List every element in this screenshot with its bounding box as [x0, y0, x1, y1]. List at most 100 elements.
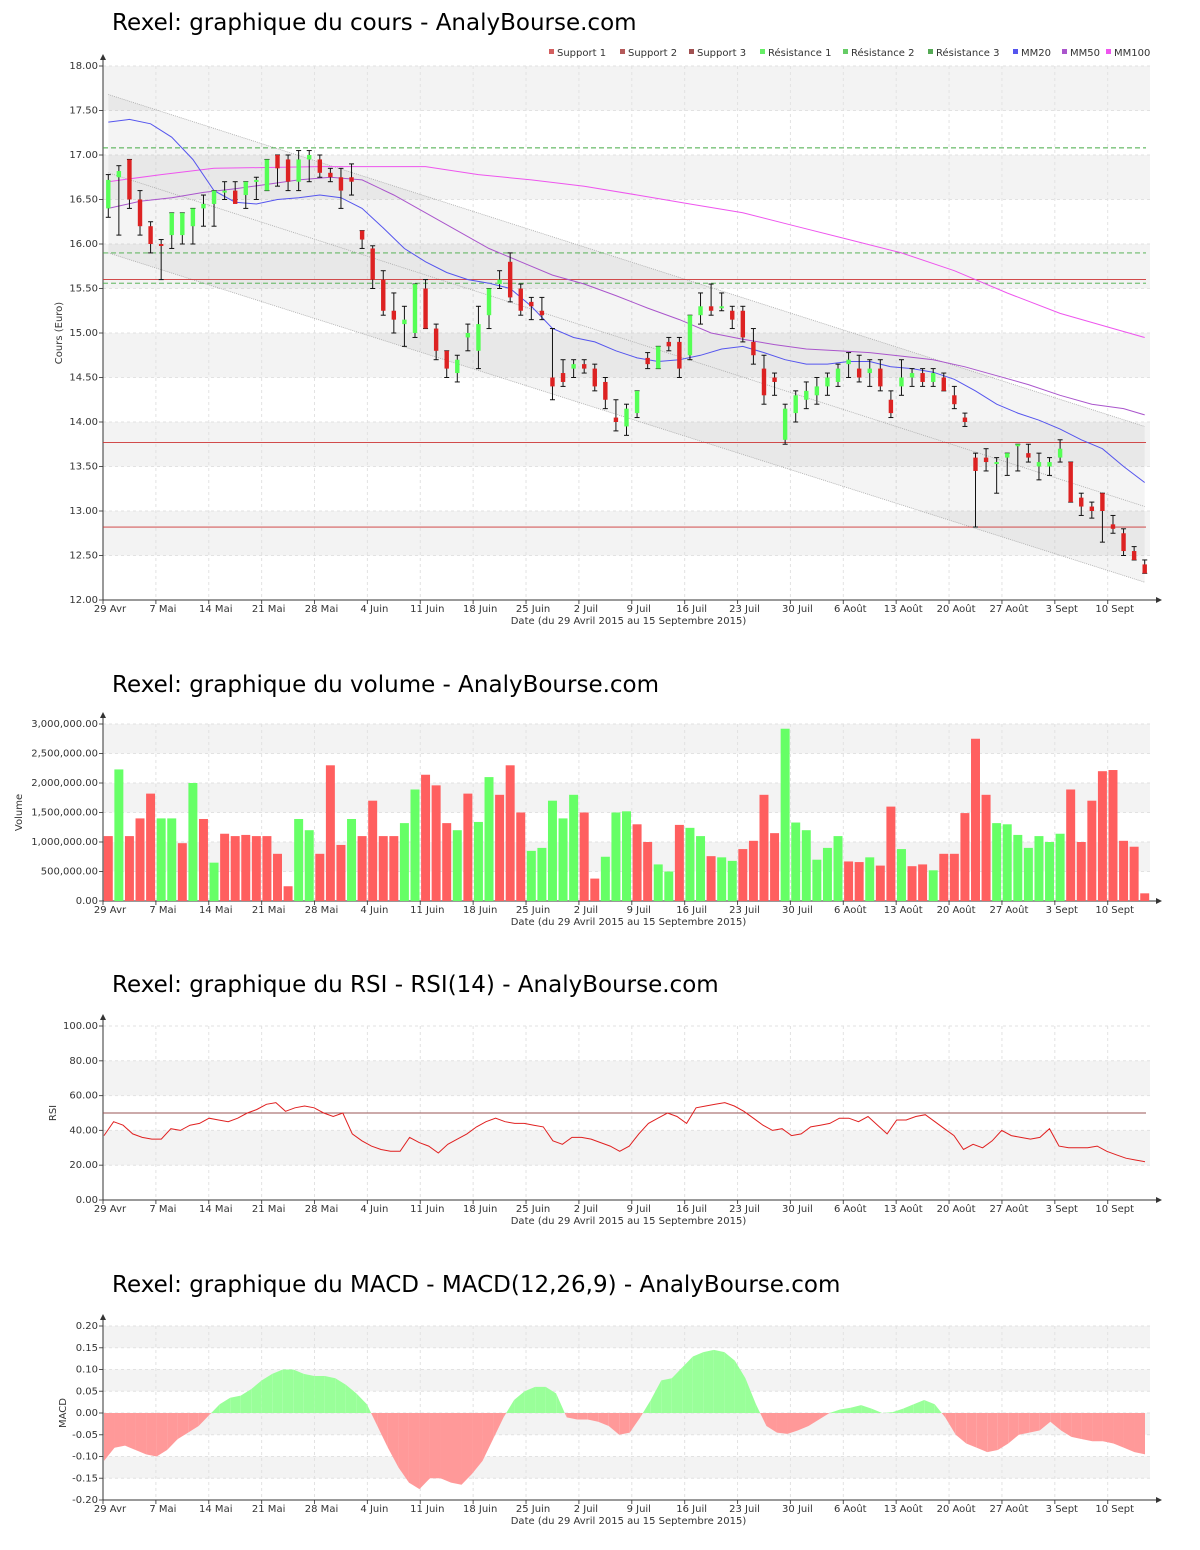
candle-body: [761, 368, 767, 396]
macd-negative-area: [1092, 1413, 1103, 1442]
candle-body: [772, 377, 777, 382]
macd-positive-area: [282, 1369, 294, 1413]
macd-chart: -0.20 -0.15 -0.10 -0.05 0.00 0.05 0.10 0.15 0.20…: [58, 1314, 1162, 1527]
macd-negative-area: [587, 1413, 599, 1422]
volume-bar: [209, 862, 219, 901]
y-tick-label: 3,000,000.00: [31, 719, 98, 730]
candle-body: [507, 261, 513, 298]
macd-negative-area: [482, 1413, 494, 1461]
volume-bar: [600, 856, 610, 901]
candle-body: [899, 377, 904, 387]
candle-body: [983, 457, 989, 463]
volume-bar: [146, 793, 156, 901]
macd-positive-area: [682, 1356, 693, 1413]
candle-body: [402, 319, 407, 325]
macd-positive-area: [211, 1404, 220, 1413]
y-tick-label: 14.50: [69, 373, 98, 384]
x-tick-label: 28 Mai: [305, 1504, 338, 1515]
candle-body: [952, 395, 957, 405]
x-tick-label: 27 Août: [989, 904, 1028, 916]
x-tick-label: 20 Août: [937, 1203, 976, 1215]
volume-bar: [886, 806, 896, 901]
volume-bar: [907, 866, 917, 901]
macd-positive-area: [535, 1386, 546, 1413]
y-tick-label: 13.50: [69, 462, 98, 473]
candle-body: [550, 377, 555, 387]
volume-bar: [706, 856, 716, 901]
volume-bar: [1076, 842, 1086, 901]
x-tick-label: 18 Juin: [463, 905, 497, 916]
candle-body: [994, 462, 999, 465]
grid-band: [103, 1369, 1150, 1392]
volume-bar: [347, 818, 357, 901]
y-axis-arrow: [100, 54, 106, 60]
x-tick-label: 4 Juin: [360, 1204, 388, 1215]
x-tick-label: 16 Juil: [676, 1504, 707, 1515]
candle-body: [497, 279, 502, 285]
candle-body: [560, 373, 566, 382]
volume-bar: [727, 860, 737, 901]
macd-positive-area: [724, 1352, 735, 1413]
candle-body: [317, 159, 323, 173]
macd-positive-area: [314, 1376, 325, 1413]
candle-body: [835, 368, 841, 382]
x-tick-label: 13 Août: [884, 603, 923, 615]
volume-bar: [251, 836, 261, 901]
x-tick-label: 27 Août: [989, 1503, 1028, 1515]
x-tick-label: 6 Août: [834, 904, 867, 916]
volume-bar: [378, 836, 388, 901]
y-tick-label: 1,000,000.00: [31, 837, 98, 848]
macd-negative-area: [135, 1413, 147, 1455]
candle-body: [412, 284, 418, 333]
macd-negative-area: [198, 1413, 210, 1427]
x-tick-label: 6 Août: [834, 1503, 867, 1515]
legend-entry: MM50: [1070, 48, 1100, 59]
macd-positive-area: [703, 1349, 714, 1413]
x-tick-label: 11 Juin: [410, 604, 444, 615]
volume-bar: [981, 794, 991, 901]
x-tick-label: 10 Sept: [1095, 905, 1134, 916]
volume-bar: [696, 836, 706, 901]
volume-bar: [569, 794, 579, 901]
macd-negative-area: [598, 1413, 609, 1427]
candle-body: [846, 359, 851, 365]
macd-negative-area: [209, 1413, 212, 1416]
candle-body: [719, 306, 724, 309]
macd-positive-area: [345, 1384, 357, 1413]
macd-negative-area: [776, 1413, 788, 1434]
x-tick-label: 28 Mai: [305, 905, 338, 916]
candle-body: [169, 212, 174, 236]
y-tick-label: 15.50: [69, 284, 98, 295]
legend-entry: Support 2: [628, 48, 677, 59]
x-tick-label: 21 Mai: [252, 1204, 285, 1215]
volume-bar: [928, 870, 938, 901]
volume-bar: [452, 830, 462, 901]
y-tick-label: 13.00: [69, 506, 98, 517]
candle-body: [264, 159, 270, 191]
candle-body: [211, 190, 217, 204]
candle-body: [656, 346, 661, 369]
volume-bar: [230, 836, 240, 901]
candle-body: [486, 288, 492, 316]
y-axis-label: MACD: [58, 1398, 69, 1428]
volume-bar: [325, 765, 335, 901]
volume-bar: [1097, 771, 1107, 901]
macd-positive-area: [861, 1405, 872, 1413]
candle-body: [518, 288, 523, 311]
candle-body: [137, 199, 143, 227]
macd-negative-area: [472, 1413, 483, 1474]
volume-chart-title: Rexel: graphique du volume - AnalyBourse…: [112, 672, 660, 698]
y-tick-label: 12.00: [69, 595, 98, 606]
y-tick-label: 40.00: [69, 1125, 98, 1136]
channel-middle-line: [108, 172, 1145, 507]
y-tick-label: 20.00: [69, 1160, 98, 1171]
volume-bar: [357, 836, 367, 901]
macd-chart-title: Rexel: graphique du MACD - MACD(12,26,9)…: [112, 1272, 841, 1298]
volume-bar: [463, 793, 473, 901]
y-tick-label: 15.00: [69, 328, 98, 339]
x-tick-label: 21 Mai: [252, 604, 285, 615]
macd-negative-area: [167, 1413, 178, 1450]
volume-bar: [1108, 770, 1118, 901]
x-tick-label: 9 Juil: [627, 905, 651, 916]
macd-negative-area: [387, 1413, 399, 1468]
